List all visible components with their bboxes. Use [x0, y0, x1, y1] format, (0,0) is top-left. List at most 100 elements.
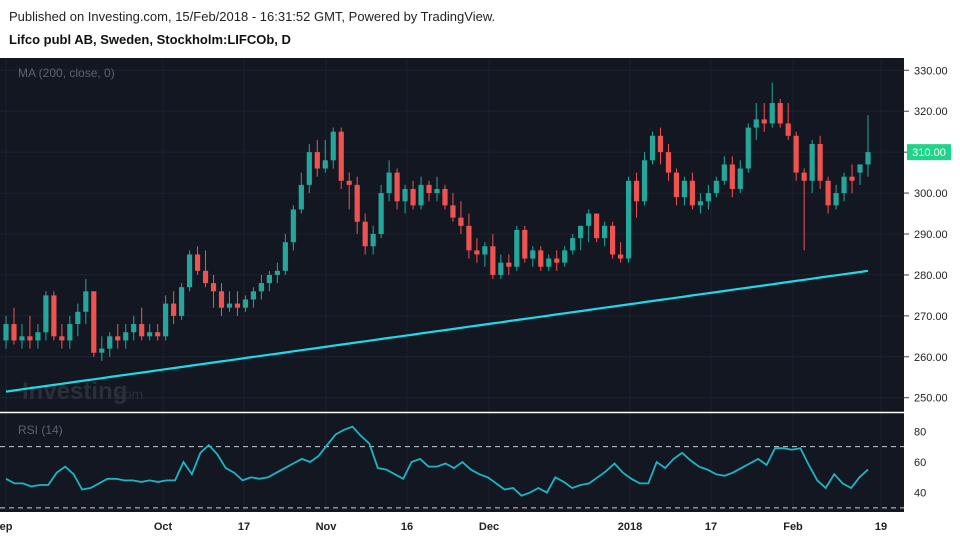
- candle-body: [721, 164, 727, 181]
- candle-body: [99, 348, 105, 353]
- candle-body: [266, 274, 272, 284]
- price-tick-label: 330.00: [914, 65, 948, 77]
- watermark-suffix: .com: [113, 386, 143, 402]
- candle-body: [306, 152, 312, 185]
- candle-body: [737, 168, 743, 189]
- last-price-box: [907, 144, 951, 161]
- rsi-tick-label: 40: [914, 488, 926, 500]
- time-tick-label: Feb: [783, 521, 803, 533]
- candle-body: [274, 270, 280, 275]
- candle-body: [282, 242, 288, 271]
- candle-body: [857, 164, 863, 173]
- candle-body: [761, 119, 767, 124]
- price-axis: 250.00 260.00 270.00 280.00 290.00 300.00 310.…: [904, 65, 948, 405]
- rsi-bands: [0, 446, 904, 509]
- candle-body: [506, 262, 512, 267]
- time-tick-label: 2018: [618, 521, 642, 533]
- time-tick-label: 17: [705, 521, 717, 533]
- candle-body: [490, 246, 496, 275]
- candle-body: [147, 332, 153, 337]
- candle-body: [91, 291, 97, 353]
- time-axis: ep Oct 17 Nov 16 Dec 2018 17 Feb 19: [0, 521, 887, 533]
- time-tick-label: 16: [401, 521, 413, 533]
- candle-body: [665, 152, 672, 173]
- candle-body: [865, 152, 871, 165]
- candle-body: [250, 291, 257, 300]
- candle-body: [338, 131, 344, 181]
- candle-body: [131, 324, 137, 333]
- candle-body: [673, 172, 680, 198]
- candle-body: [809, 143, 815, 181]
- candle-body: [713, 180, 719, 194]
- candle-body: [394, 172, 400, 202]
- candle-body: [586, 213, 592, 226]
- candle-body: [35, 332, 41, 341]
- candle-body: [314, 152, 320, 169]
- candle-body: [617, 254, 624, 259]
- candle-body: [785, 123, 791, 136]
- candle-body: [498, 262, 504, 275]
- candle-body: [43, 295, 49, 333]
- candle-body: [546, 258, 552, 267]
- candle-body: [330, 131, 336, 161]
- price-tick-label: 300.00: [914, 188, 948, 200]
- candle-body: [681, 180, 688, 198]
- candle-body: [51, 295, 57, 337]
- candle-body: [298, 184, 304, 210]
- candle-body: [474, 250, 480, 255]
- candle-body: [178, 287, 185, 316]
- candle-body: [841, 176, 847, 194]
- price-chart[interactable]: Investing .com MA (200, close, 0) RSI (1…: [0, 58, 960, 540]
- candle-body: [609, 225, 616, 255]
- candle-body: [386, 172, 392, 194]
- rsi-legend: RSI (14): [18, 423, 63, 437]
- candle-body: [163, 303, 169, 337]
- ma-200-line: [5, 269, 869, 393]
- candle-body: [817, 143, 823, 181]
- candle-body: [793, 135, 799, 173]
- candle-body: [450, 205, 456, 218]
- candle-body: [697, 201, 703, 206]
- candle-body: [107, 336, 113, 349]
- candle-body: [554, 258, 560, 263]
- candle-body: [322, 160, 328, 169]
- candle-body: [418, 184, 424, 206]
- candle-body: [769, 103, 775, 124]
- candle-body: [218, 291, 225, 308]
- candle-body: [530, 250, 536, 259]
- rsi-tick-label: 60: [914, 457, 926, 469]
- candle-body: [562, 250, 568, 263]
- candle-body: [139, 324, 145, 337]
- candle-body: [657, 135, 664, 153]
- candle-body: [75, 311, 81, 325]
- candle-body: [202, 270, 209, 284]
- candle-body: [649, 135, 656, 161]
- candle-body: [123, 332, 129, 341]
- candle-body: [729, 164, 735, 189]
- candle-body: [458, 217, 464, 226]
- time-tick-label: ep: [0, 521, 13, 533]
- candle-body: [689, 180, 696, 206]
- candle-body: [482, 246, 488, 255]
- candle-body: [594, 213, 600, 239]
- candle-body: [210, 283, 217, 292]
- candle-body: [346, 180, 352, 185]
- grid: [0, 58, 904, 512]
- axis-background: [904, 58, 960, 540]
- time-tick-label: 19: [875, 521, 887, 533]
- candle-body: [426, 184, 432, 194]
- time-tick-label: 17: [238, 521, 250, 533]
- candle-body: [849, 176, 855, 181]
- rsi-line: [5, 425, 869, 497]
- candle-body: [633, 180, 640, 202]
- rsi-tick-label: 80: [914, 426, 926, 438]
- candle-body: [410, 188, 416, 206]
- candle-body: [370, 234, 376, 247]
- candle-body: [466, 225, 472, 251]
- candles: [3, 82, 871, 361]
- candle-body: [226, 303, 233, 308]
- candle-body: [171, 303, 177, 316]
- price-tick-label: 280.00: [914, 270, 948, 282]
- time-tick-label: Nov: [316, 521, 338, 533]
- candle-body: [801, 172, 807, 181]
